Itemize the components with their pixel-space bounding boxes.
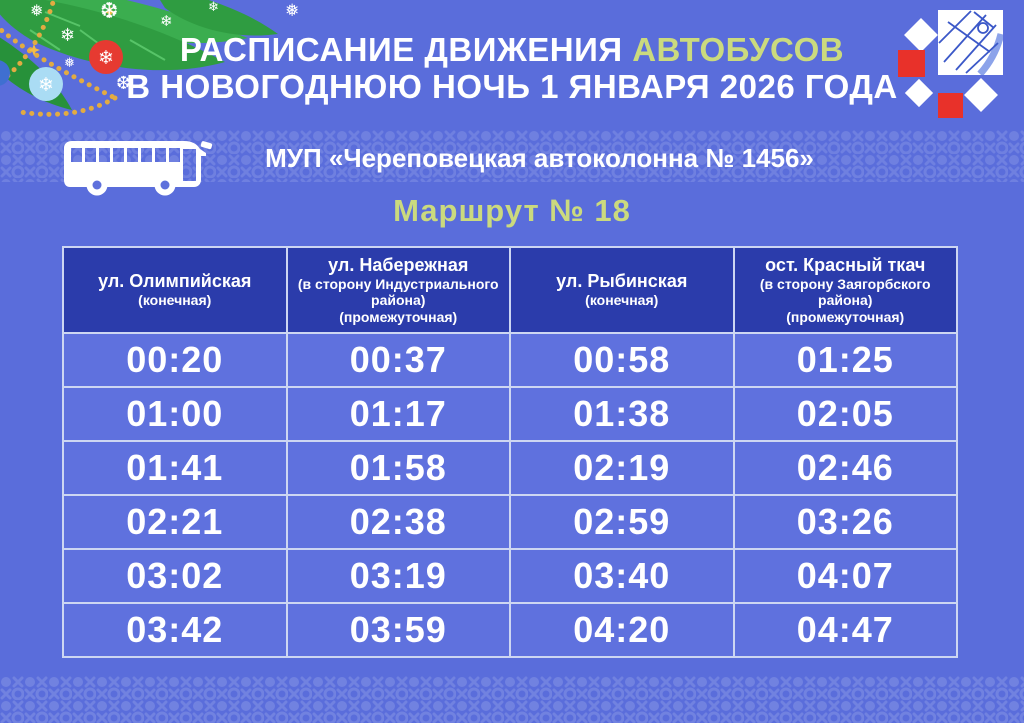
bauble-light-blue [29,67,63,101]
map-icon [938,10,1005,77]
snowflake-icon: ❅ [30,3,44,20]
ornament-pattern [0,676,1024,723]
stop-name: ул. Рыбинская [556,271,688,292]
route-title: Маршрут № 18 [393,193,631,228]
ornament-band-bottom [0,676,1024,723]
gold-garland [17,95,118,117]
stop-type: (конечная) [138,292,212,309]
departure-time: 04:07 [734,550,956,602]
departure-time: 04:20 [511,604,733,656]
departure-time: 01:00 [64,388,286,440]
logo-red-square [938,93,963,118]
stop-name: ост. Красный ткач [765,254,926,275]
departure-time: 03:42 [64,604,286,656]
departure-time: 02:05 [734,388,956,440]
departure-time: 02:19 [511,442,733,494]
column-header-rybinskaya: ул. Рыбинская (конечная) [511,248,733,332]
departure-time: 01:58 [287,442,509,494]
title-line-2: В НОВОГОДНЮЮ НОЧЬ 1 ЯНВАРЯ 2026 ГОДА [126,68,898,105]
logo-map-tile [938,10,1005,77]
bus-icon [60,136,218,198]
column-header-olimpiyskaya: ул. Олимпийская (конечная) [64,248,286,332]
city-logo [890,6,1010,122]
departure-time: 02:59 [511,496,733,548]
stop-name: ул. Олимпийская [98,271,252,292]
gold-star [104,6,116,18]
departure-time: 03:40 [511,550,733,602]
snowflake-icon: ❄ [38,75,54,96]
poster-title: РАСПИСАНИЕ ДВИЖЕНИЯ АВТОБУСОВ В НОВОГОДН… [0,31,1024,105]
bauble-red [89,40,123,74]
column-header-naberezhnaya: ул. Набережная (в сторону Индустриальног… [287,248,509,332]
stop-type: (промежуточная) [339,308,458,325]
snowflake-icon: ❆ [116,73,132,93]
departure-time: 01:25 [734,334,956,386]
snowflake-icon: ❄ [208,0,219,14]
departure-time: 02:38 [287,496,509,548]
column-header-krasny-tkach: ост. Красный ткач (в сторону Заягорбског… [734,248,956,332]
departure-time: 01:17 [287,388,509,440]
departure-time: 03:59 [287,604,509,656]
snowflake-icon: ❄ [160,13,173,30]
departure-time: 01:41 [64,442,286,494]
operator-name: МУП «Череповецкая автоколонна № 1456» [265,143,814,173]
timetable: ул. Олимпийская (конечная) ул. Набережна… [62,246,958,658]
logo-red-square [898,50,925,77]
snowflake-icon: ❅ [285,1,300,20]
departure-time: 03:26 [734,496,956,548]
stop-direction: (в сторону Индустриального района) [297,275,499,309]
stop-name: ул. Набережная [328,254,469,275]
snowflake-icon: ❆ [100,0,119,23]
departure-time: 00:20 [64,334,286,386]
departure-time: 02:21 [64,496,286,548]
departure-time: 01:38 [511,388,733,440]
snowflake-icon: ❄ [98,48,114,69]
gold-star [28,44,40,56]
stop-direction: (в сторону Заягорбского района) [759,275,931,309]
title-part-1: РАСПИСАНИЕ ДВИЖЕНИЯ [179,31,633,68]
departure-time: 03:02 [64,550,286,602]
stop-type: (конечная) [585,292,659,309]
gold-garland [0,25,118,101]
departure-time: 00:58 [511,334,733,386]
snowflake-icon: ❄ [60,25,76,45]
title-line-1: РАСПИСАНИЕ ДВИЖЕНИЯ АВТОБУСОВ [0,31,1024,68]
bauble-dark-blue [0,60,10,86]
fir-branches-decoration: ❄ ❄ [0,0,278,117]
departure-time: 00:37 [287,334,509,386]
departure-time: 03:19 [287,550,509,602]
stop-type: (промежуточная) [786,308,905,325]
departure-time: 02:46 [734,442,956,494]
snowflake-icon: ❅ [64,55,75,70]
title-part-accent: АВТОБУСОВ [632,31,845,68]
departure-time: 04:47 [734,604,956,656]
